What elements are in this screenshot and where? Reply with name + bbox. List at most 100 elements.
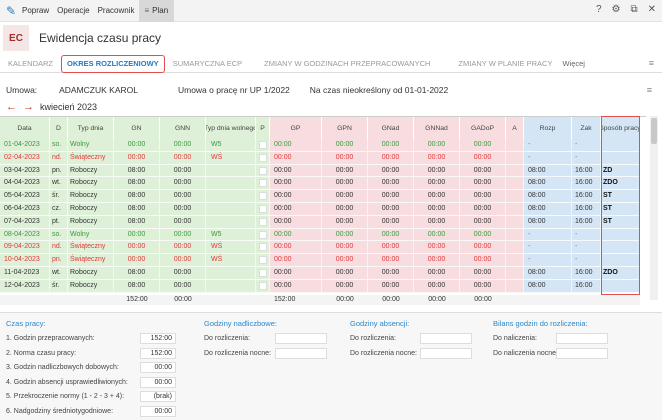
column-header-rozp[interactable]: Rozp bbox=[524, 117, 572, 139]
tab-zmiany-plan[interactable]: ZMIANY W PLANIE PRACY bbox=[458, 58, 553, 68]
contract-number: Umowa o pracę nr UP 1/2022 bbox=[177, 85, 290, 95]
table-row[interactable]: 11-04-2023 wt. Roboczy 08:00 00:00 00:00 00:00… bbox=[0, 267, 646, 280]
column-header-gp[interactable]: GP bbox=[270, 117, 322, 139]
cell-a bbox=[506, 203, 524, 216]
p-checkbox[interactable] bbox=[258, 205, 267, 213]
scrollbar-thumb[interactable] bbox=[651, 118, 657, 144]
p-checkbox[interactable] bbox=[258, 243, 267, 252]
cell-d: śr. bbox=[50, 279, 68, 293]
tab-wiecej[interactable]: Więcej bbox=[562, 58, 585, 68]
table-row[interactable]: 05-04-2023 śr. Roboczy 08:00 00:00 00:00 00:00… bbox=[0, 190, 646, 203]
column-header-d[interactable]: D bbox=[50, 117, 68, 139]
tab-okres-rozliczeniowy[interactable]: OKRES ROZLICZENIOWY bbox=[61, 54, 165, 73]
cell-data: 04-04-2023 bbox=[0, 177, 50, 191]
cell-data: 11-04-2023 bbox=[0, 267, 50, 280]
column-header-gnn[interactable]: GNN bbox=[160, 117, 206, 139]
table-row[interactable]: 01-04-2023 so. Wolny 00:00 00:00 W5 00:00 00:00… bbox=[0, 139, 646, 152]
restore-window-icon[interactable]: ⧉ bbox=[630, 4, 638, 15]
p-checkbox[interactable] bbox=[258, 269, 267, 277]
cell-gn: 08:00 bbox=[114, 203, 160, 216]
cell-zak: 16:00 bbox=[572, 203, 601, 216]
next-month-arrow-icon[interactable]: → bbox=[23, 101, 34, 113]
cell-d: so. bbox=[50, 228, 68, 242]
cell-gp: 00:00 bbox=[270, 241, 322, 255]
total-gn: 152:00 bbox=[114, 294, 160, 305]
table-row[interactable]: 07-04-2023 pt. Roboczy 08:00 00:00 00:00 00:00… bbox=[0, 215, 646, 229]
cell-a bbox=[506, 254, 524, 267]
menu-popraw[interactable]: Popraw bbox=[22, 5, 50, 15]
table-row[interactable]: 09-04-2023 nd. Świąteczny 00:00 00:00 WŚ 00:00… bbox=[0, 241, 646, 255]
cell-gp: 00:00 bbox=[270, 139, 322, 152]
p-checkbox[interactable] bbox=[258, 217, 267, 226]
settings-gear-icon[interactable]: ⚙ bbox=[611, 4, 621, 15]
tabs-menu-icon[interactable]: ≡ bbox=[648, 58, 654, 68]
cell-gnn: 00:00 bbox=[160, 241, 206, 255]
cell-gnad: 00:00 bbox=[368, 267, 414, 280]
column-header-typ[interactable]: Typ dnia bbox=[68, 117, 114, 139]
p-checkbox[interactable] bbox=[258, 281, 267, 290]
menu-bar: ✎ Popraw Operacje Pracownik ≡ Plan ? ⚙ ⧉ … bbox=[0, 0, 662, 22]
column-header-a[interactable]: A bbox=[506, 117, 524, 139]
cell-data: 02-04-2023 bbox=[0, 151, 50, 165]
info-menu-icon[interactable]: ≡ bbox=[646, 85, 652, 95]
tab-zmiany-godziny[interactable]: ZMIANY W GODZINACH PRZEPRACOWANYCH bbox=[264, 58, 431, 68]
p-checkbox[interactable] bbox=[258, 192, 267, 201]
cell-d: so. bbox=[50, 139, 68, 152]
column-header-p[interactable]: P bbox=[256, 117, 270, 139]
cell-a bbox=[506, 190, 524, 203]
cell-gpn: 00:00 bbox=[322, 203, 368, 216]
cell-gp: 00:00 bbox=[270, 151, 322, 165]
column-header-zak[interactable]: Zak bbox=[572, 117, 601, 139]
table-row[interactable]: 03-04-2023 pn. Roboczy 08:00 00:00 00:00 00:00… bbox=[0, 164, 646, 178]
p-checkbox[interactable] bbox=[258, 179, 267, 188]
tab-sumaryczna-ecp[interactable]: SUMARYCZNA ECP bbox=[172, 58, 243, 68]
czas-pracy-value: 00:00 bbox=[140, 405, 176, 417]
menu-pracownik[interactable]: Pracownik bbox=[97, 5, 135, 15]
czas-pracy-value: (brak) bbox=[140, 391, 176, 402]
table-row[interactable]: 10-04-2023 pn. Świąteczny 00:00 00:00 WŚ 00:00… bbox=[0, 254, 646, 267]
p-checkbox[interactable] bbox=[258, 153, 267, 162]
tab-kalendarz[interactable]: KALENDARZ bbox=[8, 58, 54, 68]
edit-pencil-icon[interactable]: ✎ bbox=[5, 3, 17, 18]
p-checkbox[interactable] bbox=[258, 256, 267, 265]
absencji-value bbox=[420, 333, 472, 344]
hamburger-icon: ≡ bbox=[144, 5, 150, 15]
menu-operacje[interactable]: Operacje bbox=[57, 5, 90, 15]
cell-rozp: - bbox=[524, 228, 572, 242]
cell-gnnad: 00:00 bbox=[414, 241, 460, 255]
table-row[interactable]: 04-04-2023 wt. Roboczy 08:00 00:00 00:00 00:00… bbox=[0, 177, 646, 191]
cell-zak: 16:00 bbox=[572, 267, 601, 280]
column-header-gnad[interactable]: GNad bbox=[368, 117, 414, 139]
menu-plan[interactable]: ≡ Plan bbox=[138, 0, 175, 22]
table-row[interactable]: 12-04-2023 śr. Roboczy 08:00 00:00 00:00 00:00… bbox=[0, 279, 646, 293]
column-header-gadop[interactable]: GADoP bbox=[460, 117, 506, 139]
cell-gn: 08:00 bbox=[114, 164, 160, 178]
contract-duration: Na czas nieokreślony od 01-01-2022 bbox=[309, 85, 449, 95]
table-row[interactable]: 06-04-2023 cz. Roboczy 08:00 00:00 00:00 00:00… bbox=[0, 203, 646, 216]
app-header: EC Ewidencja czasu pracy bbox=[0, 22, 662, 54]
p-checkbox[interactable] bbox=[258, 166, 267, 175]
table-row[interactable]: 02-04-2023 nd. Świąteczny 00:00 00:00 WŚ 00:00… bbox=[0, 151, 646, 165]
p-checkbox[interactable] bbox=[258, 141, 267, 149]
cell-typ: Wolny bbox=[68, 139, 114, 152]
column-header-data[interactable]: Data bbox=[0, 117, 50, 139]
cell-gadop: 00:00 bbox=[460, 215, 506, 229]
help-icon[interactable]: ? bbox=[595, 4, 602, 15]
column-header-gnnad[interactable]: GNNad bbox=[414, 117, 460, 139]
table-scrollbar[interactable] bbox=[650, 116, 658, 300]
cell-wolny: W5 bbox=[206, 228, 256, 242]
cell-gnn: 00:00 bbox=[160, 203, 206, 216]
column-header-gpn[interactable]: GPN bbox=[322, 117, 368, 139]
p-checkbox[interactable] bbox=[258, 230, 267, 239]
table-row[interactable]: 08-04-2023 so. Wolny 00:00 00:00 W5 00:00 00:00… bbox=[0, 228, 646, 242]
cell-d: wt. bbox=[50, 267, 68, 280]
menu-plan-label: Plan bbox=[152, 5, 169, 15]
total-sposob bbox=[601, 294, 640, 305]
total-d bbox=[50, 294, 68, 305]
cell-data: 03-04-2023 bbox=[0, 164, 50, 178]
prev-month-arrow-icon[interactable]: ← bbox=[6, 101, 17, 113]
column-header-wolny[interactable]: Typ dnia wolnego bbox=[206, 117, 256, 139]
close-window-icon[interactable]: ✕ bbox=[647, 4, 656, 15]
cell-gnnad: 00:00 bbox=[414, 254, 460, 267]
column-header-gn[interactable]: GN bbox=[114, 117, 160, 139]
